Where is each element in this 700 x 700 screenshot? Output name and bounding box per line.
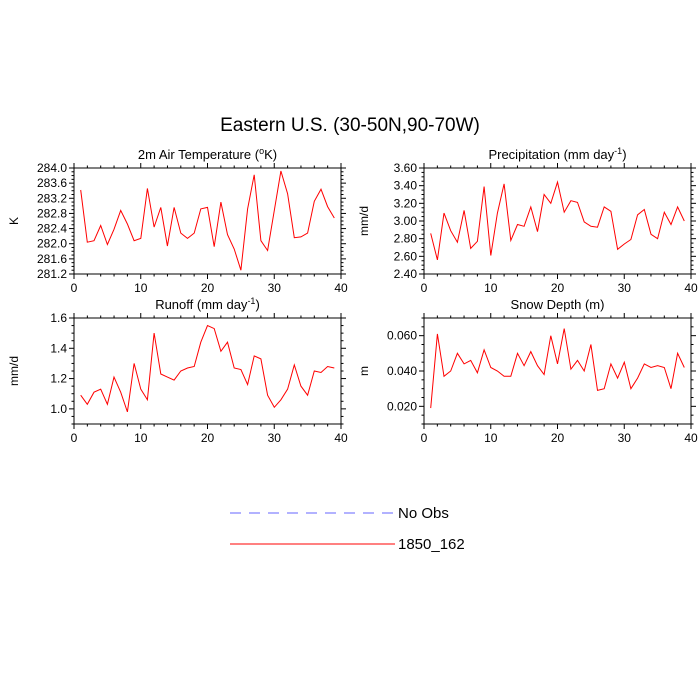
y-tick-label: 282.4: [37, 222, 67, 236]
panel-title: Snow Depth (m): [511, 297, 605, 312]
panel-4: Snow Depth (m) m 0 10 20 30 40 0.020 0.040 0.060: [357, 297, 698, 445]
x-tick-label: 30: [618, 431, 632, 445]
y-tick-label: 3.40: [394, 179, 418, 193]
legend: No Obs 1850_162: [230, 505, 465, 553]
y-tick-label: 282.8: [37, 206, 67, 220]
x-tick-label: 40: [334, 431, 348, 445]
panel-1: 2m Air Temperature (oK)K0 10 20 30 40281.228…: [7, 146, 348, 295]
y-tick-label: 283.6: [37, 176, 67, 190]
x-tick-label: 30: [268, 281, 282, 295]
x-tick-label: 10: [484, 281, 498, 295]
panel-title-main: 2m Air Temperature (: [138, 147, 260, 162]
legend-label: 1850_162: [398, 536, 465, 553]
plot-frame: [73, 167, 342, 275]
y-axis-label: K: [7, 217, 21, 225]
panel-3: Runoff (mm day-1) mm/d 0 10 20 30 40 1.0 1.2 1.4 1…: [7, 296, 348, 445]
y-tick-label: 3.20: [394, 196, 418, 210]
x-tick-label: 20: [551, 431, 565, 445]
plot-frame: [73, 317, 342, 425]
panel-title-superscript: o: [259, 146, 264, 156]
panel-title-end: ): [255, 297, 259, 312]
panel-title: Runoff (mm day-1): [155, 296, 260, 312]
x-tick-label: 20: [551, 281, 565, 295]
x-tick-label: 0: [421, 431, 428, 445]
panel-title-end: K): [264, 147, 277, 162]
x-tick-label: 10: [134, 281, 148, 295]
y-tick-label: 1.4: [50, 341, 67, 355]
panel-title-end: ): [622, 147, 626, 162]
y-tick-label: 0.040: [387, 364, 417, 378]
y-tick-label: 281.2: [37, 267, 67, 281]
x-tick-label: 40: [334, 281, 348, 295]
x-tick-label: 0: [71, 431, 78, 445]
x-tick-label: 20: [201, 281, 215, 295]
panels: 2m Air Temperature (oK)K0 10 20 30 40281.228…: [7, 146, 698, 445]
y-axis-label: mm/d: [357, 206, 371, 236]
x-tick-label: 40: [684, 431, 698, 445]
y-tick-label: 3.60: [394, 161, 418, 175]
series-line-1850_162: [80, 324, 335, 413]
y-tick-label: 283.2: [37, 191, 67, 205]
y-tick-label: 3.00: [394, 214, 418, 228]
panel-title-main: Precipitation (mm day: [488, 147, 614, 162]
series-line-1850_162: [430, 180, 685, 261]
x-tick-label: 30: [268, 431, 282, 445]
panel-2: Precipitation (mm day-1) mm/d 0 10 20 30 40 2.4…: [357, 146, 698, 295]
y-tick-label: 1.2: [50, 372, 67, 386]
panel-title-main: Snow Depth (m): [511, 297, 605, 312]
panel-title-superscript: -1: [247, 296, 255, 306]
legend-item-2: 1850_162: [230, 536, 465, 553]
series-line-1850_162: [430, 328, 685, 409]
x-tick-label: 0: [421, 281, 428, 295]
y-tick-label: 281.6: [37, 252, 67, 266]
series-line-1850_162: [80, 170, 335, 271]
x-tick-label: 20: [201, 431, 215, 445]
plot-frame: [423, 317, 692, 425]
panel-title: 2m Air Temperature (oK): [138, 146, 277, 162]
y-tick-label: 282.0: [37, 237, 67, 251]
x-tick-label: 30: [618, 281, 632, 295]
y-tick-label: 1.6: [50, 311, 67, 325]
x-tick-label: 40: [684, 281, 698, 295]
x-tick-label: 10: [484, 431, 498, 445]
x-tick-label: 10: [134, 431, 148, 445]
y-tick-label: 2.60: [394, 249, 418, 263]
y-tick-label: 2.40: [394, 267, 418, 281]
y-tick-label: 284.0: [37, 161, 67, 175]
y-tick-label: 2.80: [394, 232, 418, 246]
y-tick-label: 1.0: [50, 402, 67, 416]
x-tick-label: 0: [71, 281, 78, 295]
y-axis-label: m: [357, 366, 371, 376]
y-tick-label: 0.020: [387, 399, 417, 413]
legend-label: No Obs: [398, 505, 449, 522]
figure-title: Eastern U.S. (30-50N,90-70W): [220, 115, 480, 136]
y-tick-label: 0.060: [387, 329, 417, 343]
legend-item-1: No Obs: [230, 505, 449, 522]
panel-title-main: Runoff (mm day: [155, 297, 248, 312]
y-axis-label: mm/d: [7, 356, 21, 386]
panel-title: Precipitation (mm day-1): [488, 146, 626, 162]
panel-title-superscript: -1: [614, 146, 622, 156]
